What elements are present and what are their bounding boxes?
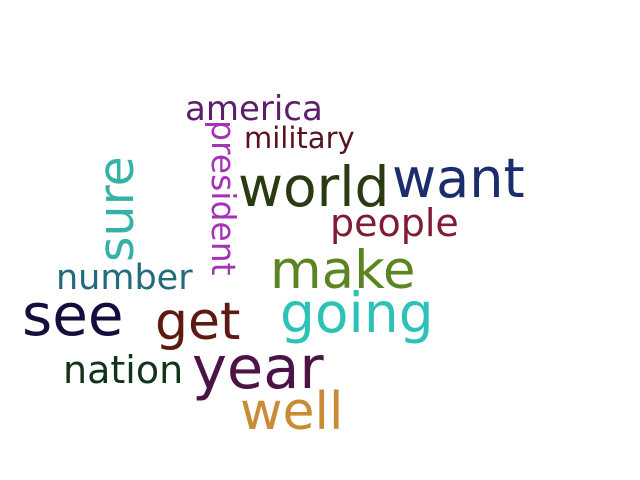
- word-get: get: [155, 292, 241, 352]
- word-well: well: [240, 382, 344, 442]
- word-america: america: [185, 89, 323, 129]
- word-year: year: [192, 333, 324, 402]
- word-military: military: [244, 121, 355, 155]
- word-sure: sure: [88, 156, 145, 262]
- word-world: world: [238, 155, 390, 219]
- word-see: see: [22, 281, 124, 349]
- word-nation: nation: [63, 348, 184, 392]
- word-president: president: [204, 120, 243, 276]
- word-number: number: [56, 258, 193, 298]
- word-people: people: [330, 201, 459, 245]
- word-make: make: [270, 240, 416, 301]
- word-going: going: [280, 281, 434, 345]
- word-want: want: [392, 147, 525, 210]
